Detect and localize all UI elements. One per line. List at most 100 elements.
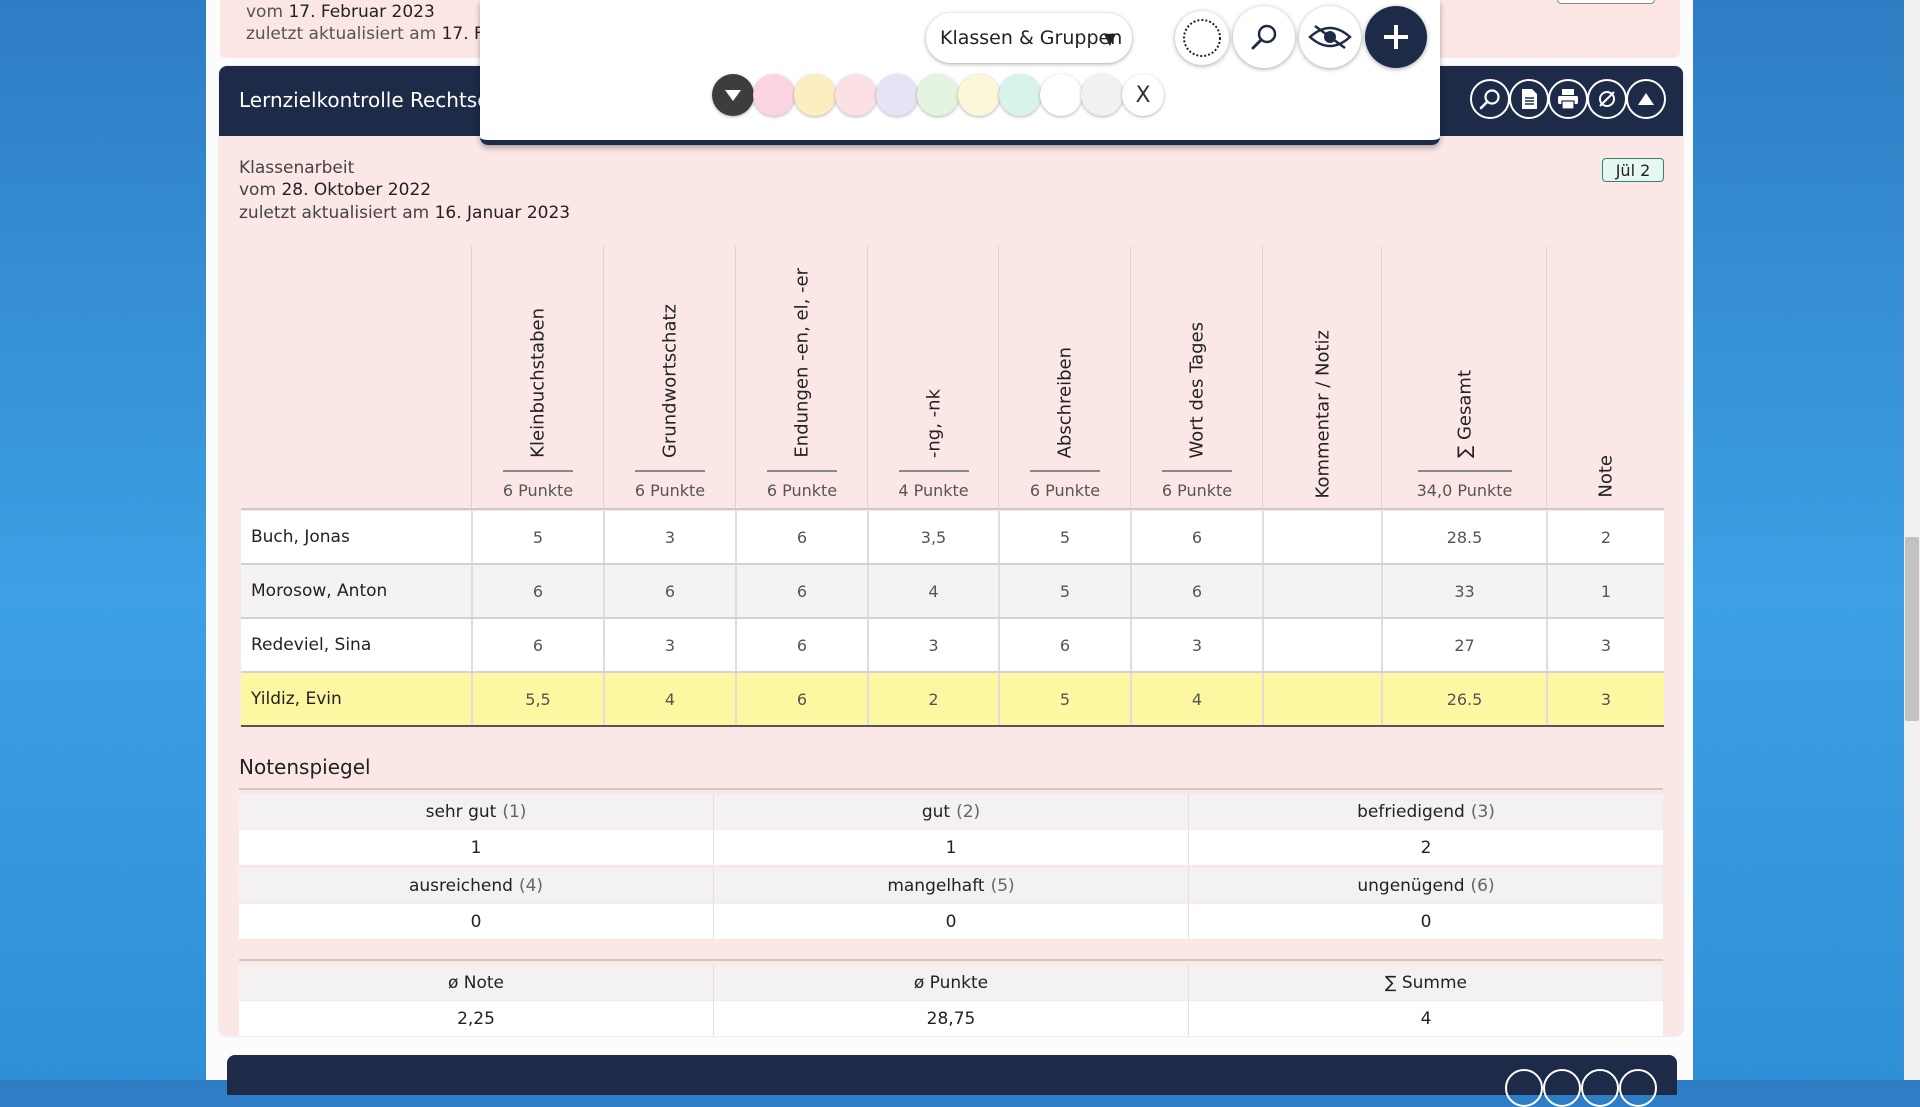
score-cell[interactable]: 3 bbox=[603, 619, 735, 671]
points-divider bbox=[767, 470, 837, 472]
clear-button[interactable] bbox=[1587, 79, 1627, 119]
score-cell[interactable]: 3 bbox=[603, 511, 735, 563]
notenspiegel-title: Notenspiegel bbox=[239, 755, 371, 779]
next-card-button[interactable] bbox=[1619, 1069, 1657, 1107]
print-button[interactable] bbox=[1548, 79, 1588, 119]
circle-toggle-button[interactable] bbox=[1175, 11, 1229, 65]
summary-value-row: 2,25 28,75 4 bbox=[239, 1001, 1663, 1036]
points-divider bbox=[898, 470, 969, 472]
grade-cell: 3 bbox=[1546, 619, 1664, 671]
score-cell[interactable]: 3,5 bbox=[867, 511, 998, 563]
card-updated: zuletzt aktualisiert am 16. Januar 2023 bbox=[239, 203, 570, 223]
color-swatch-peach[interactable] bbox=[794, 74, 836, 116]
next-card-button[interactable] bbox=[1543, 1069, 1581, 1107]
score-cell[interactable]: 6 bbox=[603, 565, 735, 617]
total-cell: 33 bbox=[1381, 565, 1546, 617]
column-label: ∑ Gesamt bbox=[1454, 370, 1475, 458]
score-cell[interactable]: 6 bbox=[735, 673, 867, 725]
table-row[interactable]: Buch, Jonas 5 3 6 3,5 5 6 28.5 2 bbox=[241, 511, 1664, 565]
card-title[interactable]: Lernzielkontrolle Rechtsc bbox=[239, 88, 489, 112]
score-cell[interactable]: 6 bbox=[1130, 565, 1262, 617]
score-cell[interactable]: 6 bbox=[998, 619, 1130, 671]
comment-cell[interactable] bbox=[1262, 565, 1381, 617]
score-cell[interactable]: 6 bbox=[735, 565, 867, 617]
column-points: 6 Punkte bbox=[502, 481, 574, 500]
select-value: Klassen & Gruppen bbox=[940, 27, 1123, 49]
score-cell[interactable]: 5 bbox=[998, 565, 1130, 617]
student-name[interactable]: Yildiz, Evin bbox=[251, 689, 342, 709]
previous-card-updated: zuletzt aktualisiert am 17. Feb bbox=[246, 24, 504, 44]
color-swatch-yellow[interactable] bbox=[958, 74, 1000, 116]
score-cell[interactable]: 6 bbox=[735, 619, 867, 671]
next-card-button[interactable] bbox=[1581, 1069, 1619, 1107]
column-header: Grundwortschatz 6 Punkte bbox=[603, 246, 736, 510]
previous-card-date: vom 17. Februar 2023 bbox=[246, 2, 435, 22]
grade-label: ungenügend (6) bbox=[1357, 875, 1495, 896]
color-swatch-rose[interactable] bbox=[835, 74, 877, 116]
score-cell[interactable]: 4 bbox=[603, 673, 735, 725]
color-swatch-gray[interactable] bbox=[1081, 74, 1123, 116]
total-cell: 26.5 bbox=[1381, 673, 1546, 725]
search-button[interactable] bbox=[1233, 6, 1295, 68]
score-cell[interactable]: 6 bbox=[471, 565, 603, 617]
score-cell[interactable]: 6 bbox=[735, 511, 867, 563]
summary-label: ∑ Summe bbox=[1384, 972, 1467, 993]
clear-color-button[interactable]: X bbox=[1122, 74, 1164, 116]
grade-count: 1 bbox=[239, 830, 714, 865]
points-divider bbox=[1030, 470, 1100, 472]
score-cell[interactable]: 5 bbox=[471, 511, 603, 563]
comment-cell[interactable] bbox=[1262, 673, 1381, 725]
column-label: Grundwortschatz bbox=[659, 303, 681, 458]
score-cell[interactable]: 3 bbox=[867, 619, 998, 671]
grade-cell: 1 bbox=[1546, 565, 1664, 617]
color-filter-toggle[interactable] bbox=[712, 74, 754, 116]
updated-prefix: zuletzt aktualisiert am bbox=[246, 24, 437, 44]
column-header: Wort des Tages 6 Punkte bbox=[1130, 246, 1263, 510]
comment-cell[interactable] bbox=[1262, 619, 1381, 671]
search-icon bbox=[1479, 89, 1500, 110]
search-button[interactable] bbox=[1470, 79, 1510, 119]
score-cell[interactable]: 3 bbox=[1130, 619, 1262, 671]
grade-label: befriedigend (3) bbox=[1357, 801, 1495, 822]
class-group-select[interactable]: Klassen & Gruppen ▼ bbox=[926, 13, 1132, 63]
color-swatch-white[interactable] bbox=[1040, 74, 1082, 116]
column-label: Endungen -en, el, -er bbox=[791, 268, 813, 458]
collapse-button[interactable] bbox=[1626, 79, 1666, 119]
student-name[interactable]: Buch, Jonas bbox=[251, 527, 350, 547]
score-cell[interactable]: 5,5 bbox=[471, 673, 603, 725]
score-cell[interactable]: 6 bbox=[1130, 511, 1262, 563]
summary-label-row: ø Note ø Punkte ∑ Summe bbox=[239, 965, 1663, 1000]
student-name[interactable]: Morosow, Anton bbox=[251, 581, 388, 601]
column-label: Kleinbuchstaben bbox=[527, 308, 549, 458]
color-swatch-lavender[interactable] bbox=[876, 74, 918, 116]
table-row-highlighted[interactable]: Yildiz, Evin 5,5 4 6 2 5 4 26.5 3 bbox=[241, 673, 1664, 727]
score-cell[interactable]: 5 bbox=[998, 511, 1130, 563]
visibility-toggle-button[interactable] bbox=[1299, 6, 1361, 68]
color-swatch-teal[interactable] bbox=[999, 74, 1041, 116]
next-card-button[interactable] bbox=[1505, 1069, 1543, 1107]
column-header: Abschreiben 6 Punkte bbox=[998, 246, 1131, 510]
color-swatch-pink[interactable] bbox=[753, 74, 795, 116]
score-cell[interactable]: 5 bbox=[998, 673, 1130, 725]
score-cell[interactable]: 6 bbox=[471, 619, 603, 671]
score-cell[interactable]: 4 bbox=[1130, 673, 1262, 725]
scrollbar-thumb[interactable] bbox=[1905, 537, 1919, 721]
grade-label: sehr gut (1) bbox=[239, 794, 714, 829]
summary-divider bbox=[239, 959, 1663, 961]
student-name[interactable]: Redeviel, Sina bbox=[251, 635, 372, 655]
document-button[interactable] bbox=[1509, 79, 1549, 119]
empty-set-icon bbox=[1599, 91, 1615, 107]
column-label: Kommentar / Notiz bbox=[1312, 329, 1333, 498]
color-swatch-mint[interactable] bbox=[917, 74, 959, 116]
comment-cell[interactable] bbox=[1262, 511, 1381, 563]
add-button[interactable] bbox=[1365, 6, 1427, 68]
date-value: 28. Oktober 2022 bbox=[281, 180, 432, 200]
table-row[interactable]: Morosow, Anton 6 6 6 4 5 6 33 1 bbox=[241, 565, 1664, 619]
date-value: 17. Februar 2023 bbox=[288, 2, 435, 22]
score-cell[interactable]: 2 bbox=[867, 673, 998, 725]
grade-cell: 3 bbox=[1546, 673, 1664, 725]
date-prefix: vom bbox=[239, 180, 277, 200]
grade-label: ausreichend (4) bbox=[239, 868, 714, 903]
table-row[interactable]: Redeviel, Sina 6 3 6 3 6 3 27 3 bbox=[241, 619, 1664, 673]
score-cell[interactable]: 4 bbox=[867, 565, 998, 617]
